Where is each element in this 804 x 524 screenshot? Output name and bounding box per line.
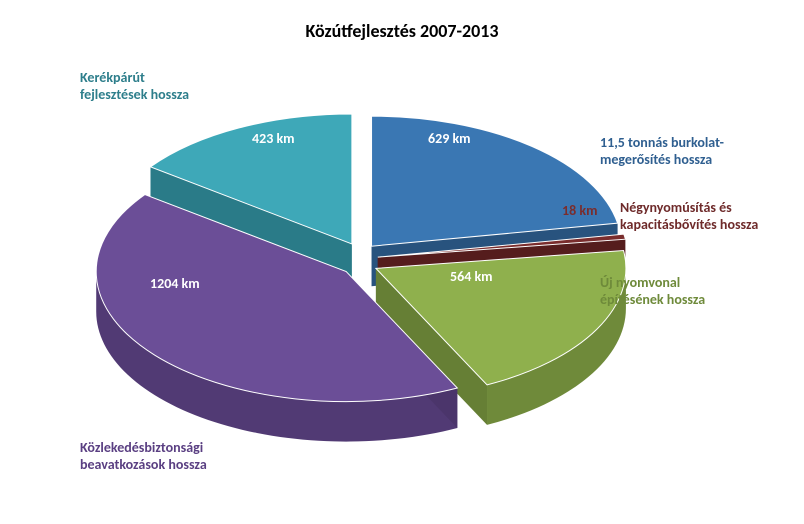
- label-teal: Kerékpárút fejlesztések hossza: [80, 70, 189, 104]
- label-teal-line2: fejlesztések hossza: [80, 86, 189, 103]
- label-blue: 11,5 tonnás burkolat- megerősítés hossza: [600, 135, 724, 169]
- label-green-line2: építésének hossza: [600, 291, 705, 308]
- value-maroon: 18 km: [562, 202, 597, 219]
- label-blue-line2: megerősítés hossza: [600, 151, 712, 168]
- value-green: 564 km: [450, 268, 493, 285]
- label-green-line1: Új nyomvonal: [600, 274, 680, 291]
- label-green: Új nyomvonal építésének hossza: [600, 275, 705, 309]
- label-purple-line1: Közlekedésbiztonsági: [80, 439, 203, 456]
- label-teal-line1: Kerékpárút: [80, 69, 145, 86]
- label-maroon-line2: kapacitásbővítés hossza: [620, 216, 758, 233]
- label-maroon: Négynyomúsítás és kapacitásbővítés hossz…: [620, 200, 758, 234]
- label-purple: Közlekedésbiztonsági beavatkozások hossz…: [80, 440, 207, 474]
- label-maroon-line1: Négynyomúsítás és: [620, 199, 732, 216]
- value-teal: 423 km: [252, 130, 295, 147]
- slice-top-blue: [372, 116, 618, 246]
- value-purple: 1204 km: [150, 275, 200, 292]
- label-purple-line2: beavatkozások hossza: [80, 456, 207, 473]
- value-blue: 629 km: [428, 130, 471, 147]
- label-blue-line1: 11,5 tonnás burkolat-: [600, 134, 724, 151]
